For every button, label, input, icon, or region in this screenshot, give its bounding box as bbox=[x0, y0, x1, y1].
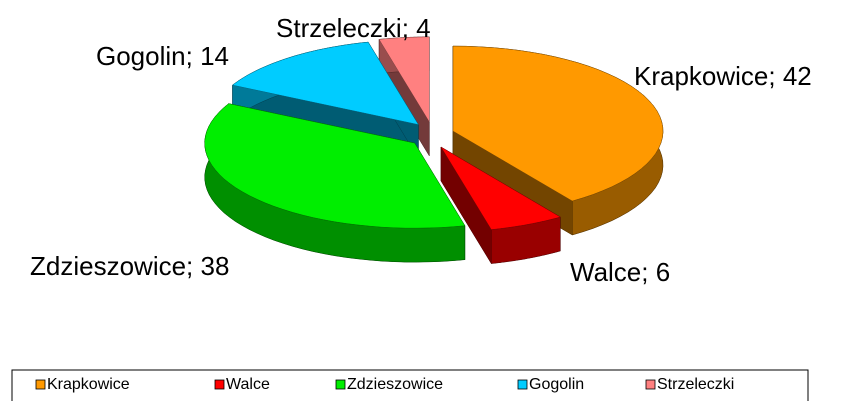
legend-swatch bbox=[517, 379, 528, 390]
slice bbox=[440, 146, 561, 230]
legend-swatch bbox=[335, 379, 346, 390]
legend-label: Gogolin bbox=[529, 376, 584, 393]
slice bbox=[378, 36, 430, 123]
slice bbox=[204, 103, 466, 229]
legend-label: Zdzieszowice bbox=[347, 376, 443, 393]
legend-label: Krapkowice bbox=[47, 376, 130, 393]
legend-swatch bbox=[645, 379, 656, 390]
legend-box bbox=[11, 369, 809, 401]
legend-swatch bbox=[214, 379, 225, 390]
data-label: Walce; 6 bbox=[570, 257, 670, 287]
slice bbox=[231, 41, 419, 125]
data-label: Krapkowice; 42 bbox=[634, 61, 812, 91]
data-label: Gogolin; 14 bbox=[96, 41, 229, 71]
data-label: Strzeleczki; 4 bbox=[276, 13, 431, 43]
legend-label: Strzeleczki bbox=[657, 376, 734, 393]
data-label: Zdzieszowice; 38 bbox=[30, 251, 229, 281]
legend-label: Walce bbox=[226, 376, 270, 393]
slice bbox=[452, 45, 664, 202]
legend-swatch bbox=[35, 379, 46, 390]
